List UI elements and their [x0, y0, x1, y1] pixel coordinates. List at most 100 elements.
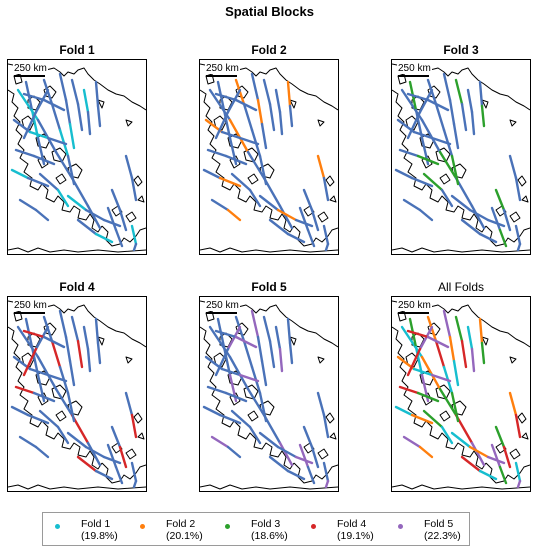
- flight-track-fold2: [316, 154, 326, 180]
- coastline: [521, 432, 529, 440]
- flight-track-fold5: [46, 136, 68, 146]
- flight-track-fold5: [490, 206, 502, 232]
- flight-track-fold4: [514, 176, 522, 202]
- map-panel-4: Fold 4 250 km: [7, 280, 147, 492]
- flight-track-fold5: [102, 218, 122, 228]
- map-panel-1: Fold 1 250 km: [7, 43, 147, 255]
- scale-bar: [14, 312, 45, 314]
- flight-track-fold5: [250, 309, 260, 339]
- flight-track-fold3: [246, 150, 266, 180]
- flight-track-fold3: [258, 391, 268, 423]
- map-frame: 250 km: [7, 296, 147, 492]
- flight-track-fold4: [502, 208, 512, 232]
- flight-track-fold3: [230, 172, 252, 192]
- coastline: [485, 225, 530, 247]
- coastline: [509, 448, 521, 460]
- flight-track-fold4: [22, 347, 38, 377]
- coastline: [35, 133, 51, 149]
- flight-track-fold4: [118, 208, 128, 232]
- coastline: [509, 119, 517, 127]
- coastline: [481, 336, 489, 346]
- flight-track-fold5: [278, 441, 294, 467]
- flight-track-fold5: [402, 435, 422, 449]
- coastline: [125, 448, 137, 460]
- coastline: [521, 195, 529, 203]
- flight-track-fold1: [258, 194, 280, 212]
- coastline: [227, 370, 243, 386]
- flight-track-fold2: [36, 118, 58, 154]
- flight-track-fold3: [66, 154, 76, 186]
- flight-track-fold2: [418, 445, 434, 459]
- flight-track-fold5: [294, 455, 314, 465]
- flight-track-fold1: [440, 188, 454, 208]
- coastline: [111, 442, 123, 454]
- coastline: [317, 356, 325, 364]
- flight-track-fold4: [214, 329, 238, 339]
- flight-track-fold5: [278, 204, 294, 230]
- flight-track-fold1: [322, 461, 330, 483]
- flight-track-fold5: [402, 198, 422, 212]
- coastline: [392, 247, 530, 253]
- coastline: [303, 205, 315, 217]
- flight-track-fold5: [106, 206, 118, 232]
- flight-track-fold4: [406, 347, 422, 377]
- flight-track-fold3: [454, 315, 464, 343]
- legend-label: Fold 3: [251, 518, 281, 530]
- fold1-marker: [55, 524, 60, 529]
- flight-track-fold3: [306, 465, 316, 485]
- coastline: [509, 356, 517, 364]
- flight-track-fold5: [278, 347, 284, 373]
- flight-track-fold4: [398, 385, 420, 395]
- flight-track-fold3: [54, 387, 74, 417]
- flight-track-fold1: [130, 461, 138, 483]
- flight-track-fold2: [448, 98, 456, 126]
- flight-track-fold2: [508, 154, 518, 180]
- map-panel-2: Fold 2 250 km: [199, 43, 339, 255]
- legend-label: Fold 2: [166, 518, 196, 530]
- flight-track-fold3: [54, 150, 74, 180]
- flight-track-fold1: [94, 469, 114, 481]
- coastline: [227, 133, 243, 149]
- flight-track-fold4: [22, 329, 46, 339]
- flight-track-fold5: [430, 136, 452, 146]
- panel-title: Fold 4: [59, 280, 95, 294]
- flight-track-fold3: [66, 391, 76, 423]
- flight-track-fold5: [238, 136, 260, 146]
- flight-track-fold2: [26, 176, 50, 188]
- flight-track-fold1: [452, 122, 460, 150]
- flight-track-fold3: [494, 425, 506, 449]
- coastline: [111, 205, 123, 217]
- flight-track-fold5: [426, 335, 450, 349]
- flight-track-fold5: [234, 335, 258, 349]
- flight-track-fold5: [516, 479, 522, 489]
- flight-track-fold3: [96, 104, 102, 128]
- flight-track-fold4: [76, 455, 98, 473]
- legend-share: (20.1%): [166, 530, 203, 542]
- flight-track-fold3: [38, 172, 60, 192]
- flight-track-fold5: [34, 325, 50, 351]
- flight-track-fold3: [70, 315, 80, 343]
- flight-track-fold2: [410, 176, 434, 188]
- flight-track-fold3: [114, 228, 124, 248]
- fold-legend: Fold 1 (19.8%) Fold 2 (20.1%) Fold 3 (18…: [42, 512, 470, 546]
- coastline: [293, 462, 338, 484]
- flight-track-fold2: [420, 355, 442, 391]
- flight-track-fold3: [110, 425, 122, 449]
- coastline: [101, 462, 146, 484]
- scale-label: 250 km: [13, 63, 48, 74]
- scale-label: 250 km: [397, 300, 432, 311]
- flight-track-fold5: [132, 479, 138, 489]
- flight-track-fold2: [256, 335, 264, 363]
- flight-track-fold3: [302, 425, 314, 449]
- flight-track-fold3: [230, 409, 252, 429]
- flight-track-fold4: [50, 102, 62, 132]
- flight-track-fold3: [416, 391, 440, 403]
- flight-track-fold2: [420, 118, 442, 154]
- flight-track-fold3: [494, 188, 506, 212]
- flight-track-fold4: [14, 148, 36, 158]
- map-frame: 250 km: [199, 59, 339, 255]
- flight-track-fold2: [94, 80, 100, 108]
- coastline: [205, 73, 215, 85]
- flight-track-fold5: [234, 98, 258, 112]
- flight-track-fold5: [294, 218, 314, 228]
